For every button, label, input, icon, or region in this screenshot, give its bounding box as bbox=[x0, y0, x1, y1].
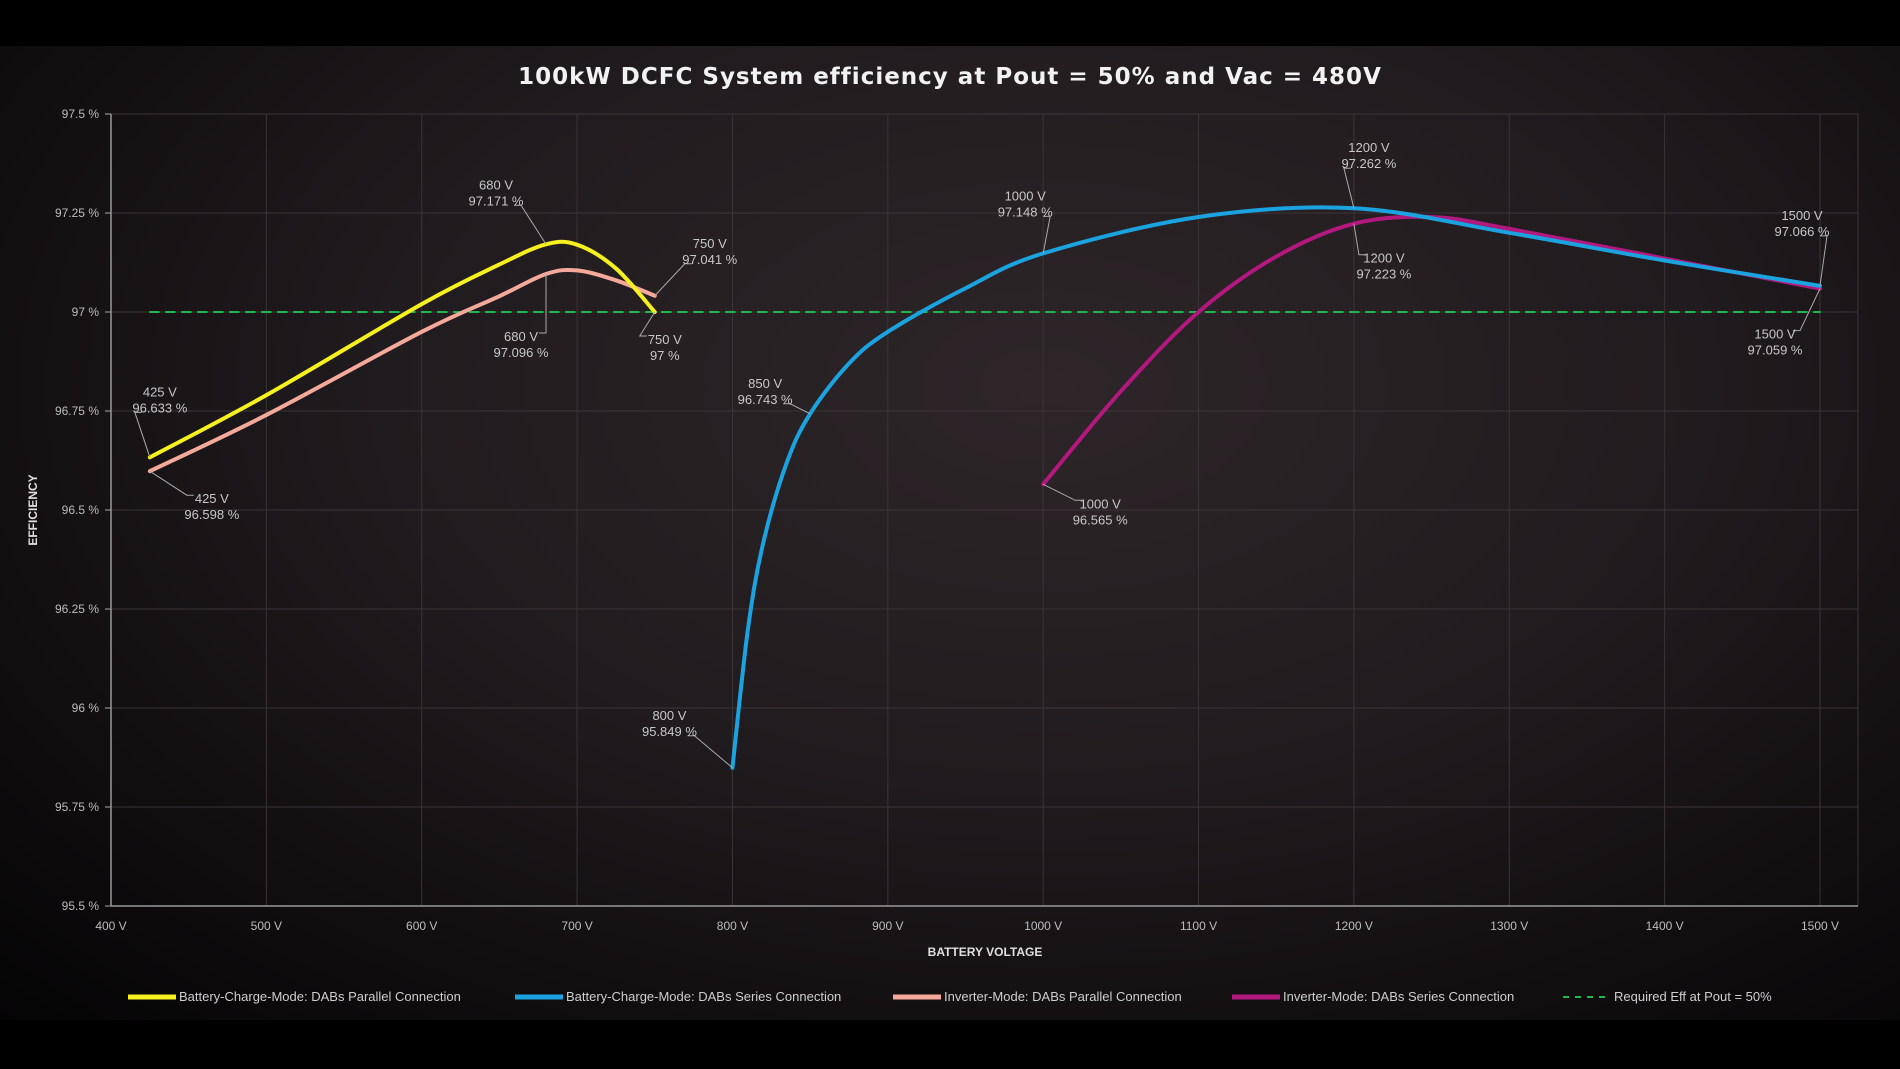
annotation-line: 1000 V bbox=[1005, 188, 1047, 203]
annotation-leader bbox=[1343, 167, 1355, 209]
annotation-label: 1500 V 97.059 % bbox=[1748, 327, 1803, 358]
annotation-line: 97.066 % bbox=[1775, 224, 1830, 239]
annotation-line: 425 V bbox=[195, 491, 229, 506]
series-line-3 bbox=[1041, 214, 1822, 487]
y-tick-label: 97 % bbox=[72, 305, 100, 319]
annotation-label: 425 V 96.633 % bbox=[132, 384, 187, 415]
y-tick-label: 95.75 % bbox=[55, 800, 99, 814]
annotation-leader bbox=[783, 403, 811, 415]
y-tick-label: 97.25 % bbox=[55, 206, 99, 220]
annotations: 680 V 97.171 %750 V 97 %425 V 96.633 %750 V… bbox=[132, 140, 1830, 769]
annotation-leader bbox=[1042, 215, 1051, 254]
axes: 400 V 500 V 600 V 700 V 800 V 900 V 1000 V 1100… bbox=[55, 107, 1858, 933]
x-tick-label: 1500 V bbox=[1801, 919, 1839, 933]
legend-label-3: Inverter-Mode: DABs Series Connection bbox=[1283, 989, 1514, 1004]
annotation-leader bbox=[1042, 483, 1083, 501]
annotation-line: 97 % bbox=[650, 348, 680, 363]
legend-label-4: Required Eff at Pout = 50% bbox=[1614, 989, 1772, 1004]
x-axis-title: BATTERY VOLTAGE bbox=[928, 945, 1043, 959]
annotation-line: 97.262 % bbox=[1341, 156, 1396, 171]
annotation-label: 850 V 96.743 % bbox=[738, 376, 793, 407]
legend-label-2: Inverter-Mode: DABs Parallel Connection bbox=[944, 989, 1182, 1004]
x-tick-label: 400 V bbox=[95, 919, 126, 933]
efficiency-chart: 100kW DCFC System efficiency at Pout = 5… bbox=[26, 64, 1859, 1004]
annotation-line: 97.171 % bbox=[469, 193, 524, 208]
annotation-line: 850 V bbox=[748, 376, 782, 391]
x-tick-label: 1000 V bbox=[1024, 919, 1062, 933]
annotation-label: 1000 V 96.565 % bbox=[1073, 496, 1128, 527]
y-tick-label: 96 % bbox=[72, 701, 100, 715]
annotation-line: 750 V bbox=[693, 236, 727, 251]
chart-frame: 100kW DCFC System efficiency at Pout = 5… bbox=[0, 46, 1900, 1020]
annotation-leader bbox=[149, 470, 194, 496]
annotation-line: 96.565 % bbox=[1073, 512, 1128, 527]
annotation-line: 97.148 % bbox=[998, 204, 1053, 219]
annotation-line: 96.633 % bbox=[132, 400, 187, 415]
annotation-label: 1200 V 97.223 % bbox=[1356, 251, 1411, 282]
series-line-2 bbox=[147, 267, 657, 474]
annotation-label: 680 V 97.096 % bbox=[494, 329, 549, 360]
x-tick-label: 900 V bbox=[872, 919, 903, 933]
annotation-leader bbox=[654, 263, 692, 297]
annotation-line: 680 V bbox=[479, 177, 513, 192]
y-axis-title: EFFICIENCY bbox=[26, 474, 40, 545]
annotation-label: 750 V 97.041 % bbox=[682, 236, 737, 267]
annotation-line: 1200 V bbox=[1348, 140, 1390, 155]
x-tick-label: 1400 V bbox=[1646, 919, 1684, 933]
series-line-0 bbox=[147, 239, 657, 460]
x-tick-label: 1300 V bbox=[1490, 919, 1528, 933]
x-tick-label: 600 V bbox=[406, 919, 437, 933]
annotation-line: 97.223 % bbox=[1356, 267, 1411, 282]
x-tick-label: 800 V bbox=[717, 919, 748, 933]
annotation-label: 1500 V 97.066 % bbox=[1775, 208, 1830, 239]
x-tick-label: 500 V bbox=[251, 919, 282, 933]
annotation-line: 1200 V bbox=[1363, 251, 1405, 266]
annotation-line: 1500 V bbox=[1754, 327, 1796, 342]
x-tick-label: 1200 V bbox=[1335, 919, 1373, 933]
annotation-label: 1000 V 97.148 % bbox=[998, 188, 1053, 219]
y-tick-label: 96.5 % bbox=[62, 503, 100, 517]
annotation-leader bbox=[638, 311, 656, 337]
x-tick-label: 1100 V bbox=[1180, 919, 1217, 933]
annotation-label: 1200 V 97.262 % bbox=[1341, 140, 1396, 171]
y-tick-label: 95.5 % bbox=[62, 899, 100, 913]
annotation-line: 97.041 % bbox=[682, 252, 737, 267]
annotation-label: 680 V 97.171 % bbox=[469, 177, 524, 208]
annotation-leader bbox=[539, 273, 547, 334]
legend-label-1: Battery-Charge-Mode: DABs Series Connect… bbox=[566, 989, 841, 1004]
annotation-leader bbox=[687, 735, 733, 769]
annotation-line: 680 V bbox=[504, 329, 538, 344]
annotation-label: 800 V 95.849 % bbox=[642, 708, 697, 739]
annotation-leader bbox=[514, 204, 547, 245]
annotation-line: 425 V bbox=[143, 384, 177, 399]
annotation-label: 425 V 96.598 % bbox=[184, 491, 239, 522]
y-tick-label: 97.5 % bbox=[62, 107, 100, 121]
legend-label-0: Battery-Charge-Mode: DABs Parallel Conne… bbox=[179, 989, 461, 1004]
annotation-line: 97.059 % bbox=[1748, 343, 1803, 358]
annotation-line: 1000 V bbox=[1080, 496, 1122, 511]
annotation-line: 95.849 % bbox=[642, 724, 697, 739]
annotation-label: 750 V 97 % bbox=[648, 332, 682, 363]
annotation-leader bbox=[1793, 288, 1821, 332]
annotation-line: 97.096 % bbox=[494, 345, 549, 360]
legend: Battery-Charge-Mode: DABs Parallel Conne… bbox=[128, 989, 1772, 1004]
chart-title: 100kW DCFC System efficiency at Pout = 5… bbox=[518, 64, 1382, 90]
y-tick-label: 96.25 % bbox=[55, 602, 99, 616]
x-tick-label: 700 V bbox=[561, 919, 592, 933]
series-group bbox=[147, 205, 1822, 770]
annotation-line: 96.743 % bbox=[738, 392, 793, 407]
annotation-leader bbox=[1353, 223, 1366, 256]
annotation-line: 96.598 % bbox=[184, 507, 239, 522]
series-line-1 bbox=[730, 205, 1822, 770]
annotation-line: 800 V bbox=[652, 708, 686, 723]
annotation-leader bbox=[1819, 235, 1828, 286]
annotation-line: 750 V bbox=[648, 332, 682, 347]
annotation-line: 1500 V bbox=[1781, 208, 1823, 223]
y-tick-label: 96.75 % bbox=[55, 404, 99, 418]
annotation-leader bbox=[134, 411, 151, 458]
grid bbox=[111, 113, 1859, 906]
